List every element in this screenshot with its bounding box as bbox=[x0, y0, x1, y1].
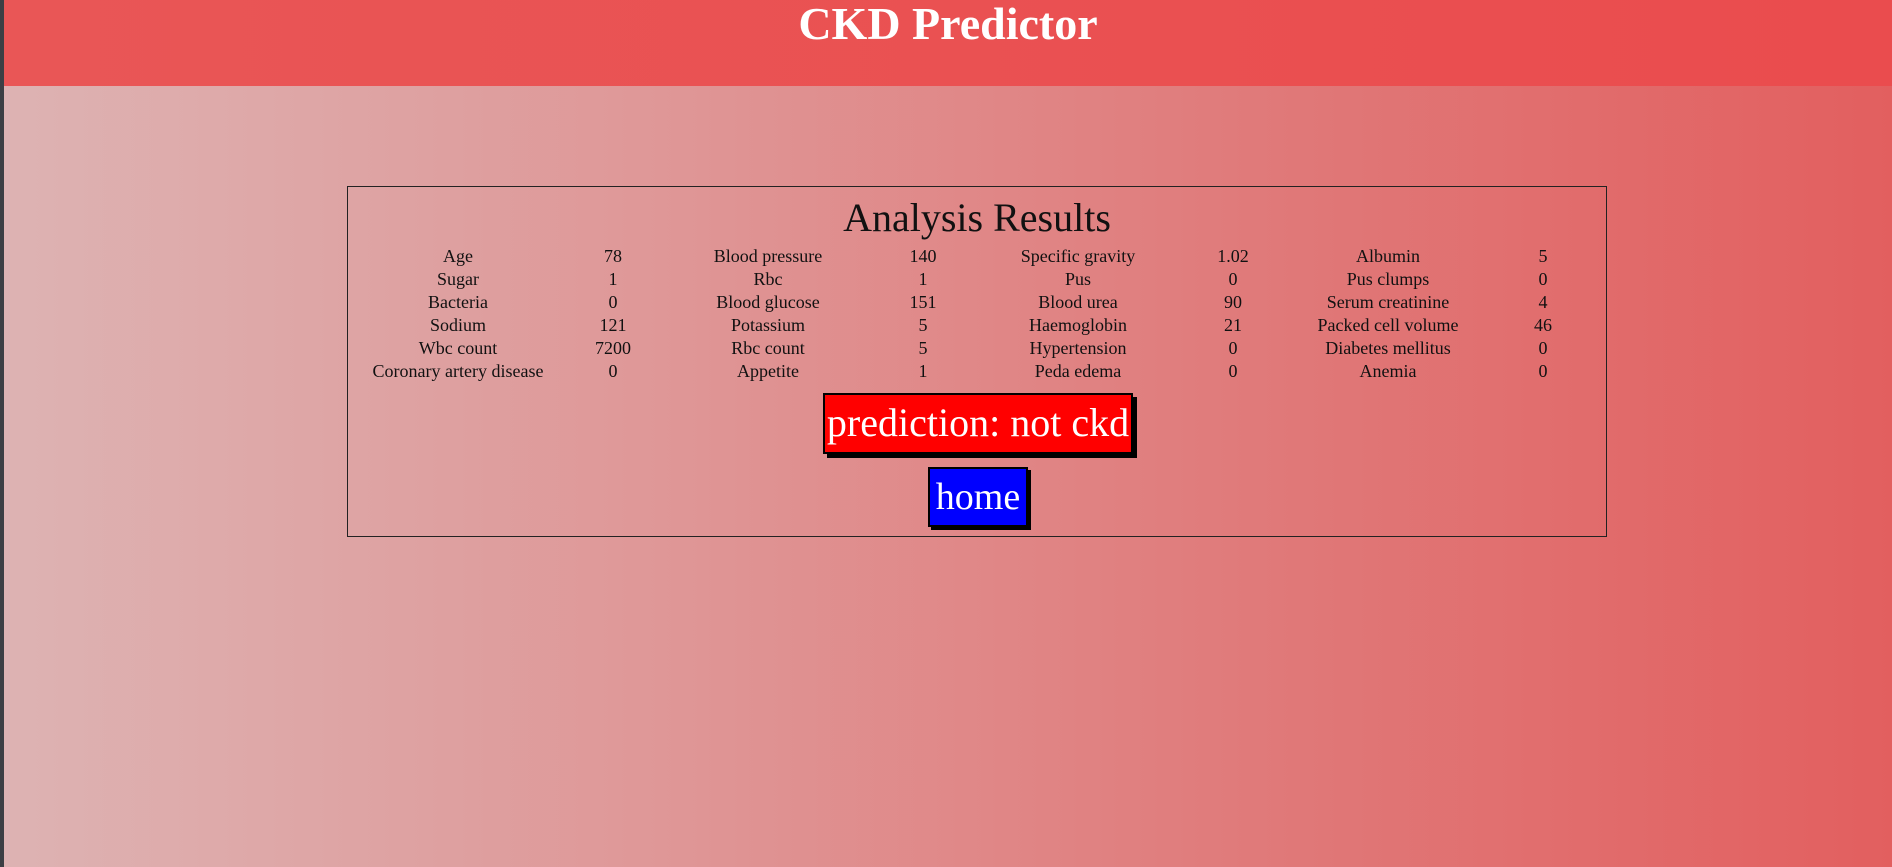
field-value: 0 bbox=[1538, 338, 1548, 358]
table-row: Coronary artery disease 0 Appetite 1 Ped… bbox=[363, 360, 1603, 383]
field-value: 5 bbox=[1538, 246, 1548, 266]
field-label: Peda edema bbox=[1034, 361, 1122, 381]
field-label: Sugar bbox=[437, 269, 479, 289]
field-value: 121 bbox=[599, 315, 627, 335]
field-value: 1 bbox=[608, 269, 618, 289]
field-label: Albumin bbox=[1355, 246, 1420, 266]
field-label: Rbc bbox=[753, 269, 783, 289]
window-edge bbox=[0, 0, 4, 867]
field-value: 5 bbox=[918, 338, 928, 358]
prediction-result: prediction: not ckd bbox=[823, 393, 1133, 454]
app-header bbox=[4, 0, 1892, 86]
field-label: Specific gravity bbox=[1020, 246, 1136, 266]
field-value: 21 bbox=[1224, 315, 1242, 335]
field-value: 4 bbox=[1538, 292, 1548, 312]
field-label: Appetite bbox=[737, 361, 799, 381]
field-label: Blood glucose bbox=[716, 292, 820, 312]
field-value: 140 bbox=[909, 246, 937, 266]
field-value: 1.02 bbox=[1217, 246, 1249, 266]
field-value: 0 bbox=[1538, 361, 1548, 381]
app-title: CKD Predictor bbox=[798, 0, 1098, 49]
field-label: Blood urea bbox=[1038, 292, 1118, 312]
field-value: 78 bbox=[604, 246, 622, 266]
field-label: Potassium bbox=[730, 315, 805, 335]
field-label: Age bbox=[443, 246, 473, 266]
field-value: 151 bbox=[909, 292, 937, 312]
field-value: 0 bbox=[608, 361, 618, 381]
field-value: 7200 bbox=[595, 338, 631, 358]
field-label: Haemoglobin bbox=[1029, 315, 1127, 335]
field-label: Coronary artery disease bbox=[372, 361, 544, 381]
field-label: Rbc count bbox=[731, 338, 805, 358]
table-row: Age 78 Blood pressure 140 Specific gravi… bbox=[363, 245, 1603, 268]
results-table: Age 78 Blood pressure 140 Specific gravi… bbox=[363, 245, 1603, 383]
field-label: Pus bbox=[1064, 269, 1091, 289]
table-row: Sugar 1 Rbc 1 Pus 0 Pus clumps 0 bbox=[363, 268, 1603, 291]
field-value: 1 bbox=[918, 269, 928, 289]
field-label: Diabetes mellitus bbox=[1325, 338, 1451, 358]
field-value: 1 bbox=[918, 361, 928, 381]
table-row: Sodium 121 Potassium 5 Haemoglobin 21 Pa… bbox=[363, 314, 1603, 337]
field-label: Anemia bbox=[1359, 361, 1417, 381]
results-title: Analysis Results bbox=[843, 195, 1111, 240]
field-value: 0 bbox=[1538, 269, 1548, 289]
field-value: 5 bbox=[918, 315, 928, 335]
field-label: Pus clumps bbox=[1346, 269, 1430, 289]
field-label: Sodium bbox=[429, 315, 486, 335]
field-label: Wbc count bbox=[418, 338, 498, 358]
field-label: Packed cell volume bbox=[1317, 315, 1459, 335]
field-value: 46 bbox=[1534, 315, 1552, 335]
field-value: 0 bbox=[608, 292, 618, 312]
field-label: Bacteria bbox=[428, 292, 488, 312]
field-label: Blood pressure bbox=[713, 246, 823, 266]
field-label: Serum creatinine bbox=[1326, 292, 1450, 312]
field-value: 0 bbox=[1228, 269, 1238, 289]
results-panel: Analysis Results Age 78 Blood pressure 1… bbox=[347, 186, 1607, 537]
table-row: Wbc count 7200 Rbc count 5 Hypertension … bbox=[363, 337, 1603, 360]
field-label: Hypertension bbox=[1029, 338, 1127, 358]
field-value: 90 bbox=[1224, 292, 1242, 312]
field-value: 0 bbox=[1228, 361, 1238, 381]
table-row: Bacteria 0 Blood glucose 151 Blood urea … bbox=[363, 291, 1603, 314]
field-value: 0 bbox=[1228, 338, 1238, 358]
home-button[interactable]: home bbox=[928, 467, 1028, 527]
